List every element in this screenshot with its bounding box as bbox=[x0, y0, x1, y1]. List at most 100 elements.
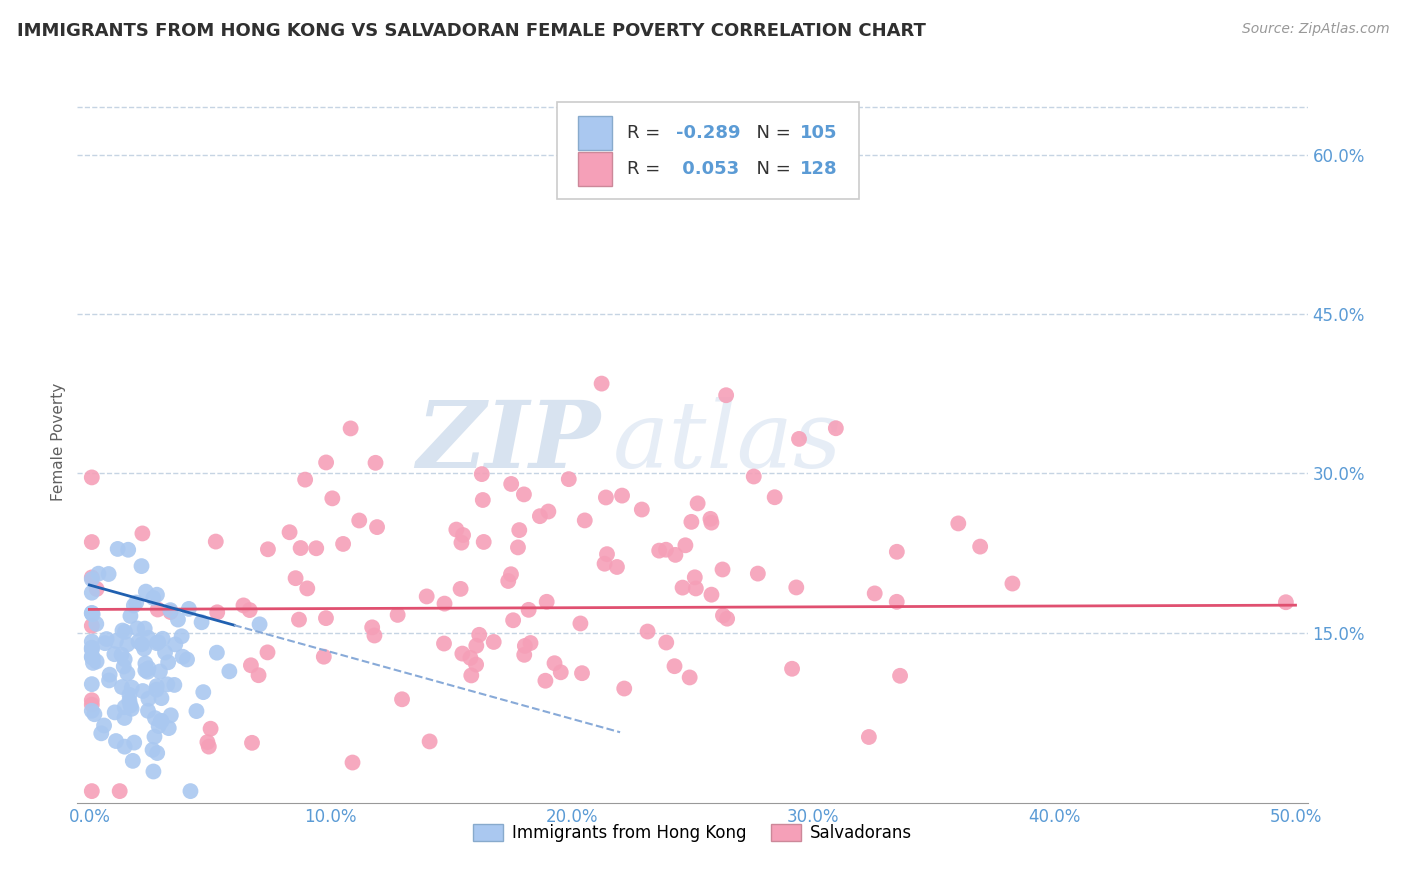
Salvadorans bbox=[506, 541, 529, 555]
Salvadorans bbox=[472, 535, 495, 549]
Salvadorans bbox=[451, 528, 474, 542]
Immigrants from Hong Kong bbox=[112, 659, 135, 673]
Salvadorans bbox=[86, 582, 108, 596]
Immigrants from Hong Kong bbox=[82, 650, 104, 665]
Immigrants from Hong Kong bbox=[134, 641, 156, 656]
Immigrants from Hong Kong bbox=[159, 603, 181, 617]
Salvadorans bbox=[747, 566, 769, 581]
Immigrants from Hong Kong bbox=[121, 681, 143, 695]
Text: Source: ZipAtlas.com: Source: ZipAtlas.com bbox=[1241, 22, 1389, 37]
Immigrants from Hong Kong bbox=[117, 542, 139, 557]
Text: N =: N = bbox=[745, 161, 797, 178]
Salvadorans bbox=[613, 681, 636, 696]
Salvadorans bbox=[312, 649, 335, 664]
Salvadorans bbox=[205, 605, 228, 619]
Immigrants from Hong Kong bbox=[190, 615, 212, 630]
Salvadorans bbox=[529, 509, 551, 524]
Salvadorans bbox=[433, 636, 456, 650]
Salvadorans bbox=[637, 624, 659, 639]
Immigrants from Hong Kong bbox=[122, 736, 145, 750]
Salvadorans bbox=[593, 557, 616, 571]
Salvadorans bbox=[655, 542, 678, 557]
Salvadorans bbox=[716, 612, 738, 626]
Immigrants from Hong Kong bbox=[218, 665, 240, 679]
Salvadorans bbox=[700, 516, 723, 530]
Immigrants from Hong Kong bbox=[105, 734, 128, 748]
Immigrants from Hong Kong bbox=[170, 629, 193, 643]
Salvadorans bbox=[513, 648, 536, 662]
Legend: Immigrants from Hong Kong, Salvadorans: Immigrants from Hong Kong, Salvadorans bbox=[467, 817, 918, 848]
Immigrants from Hong Kong bbox=[98, 673, 121, 688]
Salvadorans bbox=[460, 668, 482, 682]
Immigrants from Hong Kong bbox=[157, 655, 180, 669]
Salvadorans bbox=[450, 582, 472, 596]
Text: 105: 105 bbox=[800, 124, 837, 142]
Immigrants from Hong Kong bbox=[125, 595, 148, 609]
Immigrants from Hong Kong bbox=[120, 698, 142, 713]
Immigrants from Hong Kong bbox=[132, 684, 155, 698]
Salvadorans bbox=[863, 586, 886, 600]
Salvadorans bbox=[200, 722, 222, 736]
Immigrants from Hong Kong bbox=[93, 718, 115, 732]
Immigrants from Hong Kong bbox=[136, 631, 159, 645]
Immigrants from Hong Kong bbox=[146, 635, 169, 649]
Salvadorans bbox=[700, 588, 723, 602]
Salvadorans bbox=[471, 467, 494, 482]
Text: R =: R = bbox=[627, 161, 666, 178]
Immigrants from Hong Kong bbox=[179, 784, 201, 798]
Salvadorans bbox=[239, 603, 262, 617]
Salvadorans bbox=[671, 581, 693, 595]
Immigrants from Hong Kong bbox=[96, 632, 118, 646]
Salvadorans bbox=[80, 698, 103, 712]
Salvadorans bbox=[465, 639, 488, 653]
Immigrants from Hong Kong bbox=[136, 665, 159, 679]
Salvadorans bbox=[315, 455, 337, 469]
Salvadorans bbox=[363, 628, 385, 642]
Immigrants from Hong Kong bbox=[172, 649, 194, 664]
Salvadorans bbox=[596, 547, 619, 561]
Immigrants from Hong Kong bbox=[107, 541, 129, 556]
Salvadorans bbox=[571, 666, 593, 681]
Salvadorans bbox=[1275, 595, 1298, 609]
FancyBboxPatch shape bbox=[557, 102, 859, 200]
Immigrants from Hong Kong bbox=[80, 640, 103, 655]
Immigrants from Hong Kong bbox=[80, 572, 103, 586]
Immigrants from Hong Kong bbox=[122, 599, 145, 613]
Salvadorans bbox=[685, 582, 707, 596]
Immigrants from Hong Kong bbox=[142, 591, 165, 605]
Immigrants from Hong Kong bbox=[114, 652, 136, 666]
Immigrants from Hong Kong bbox=[142, 743, 165, 757]
Salvadorans bbox=[948, 516, 970, 531]
Bar bbox=[578, 116, 613, 151]
Immigrants from Hong Kong bbox=[121, 702, 143, 716]
Salvadorans bbox=[247, 668, 270, 682]
Salvadorans bbox=[256, 645, 278, 659]
Immigrants from Hong Kong bbox=[120, 609, 142, 624]
Immigrants from Hong Kong bbox=[138, 691, 160, 706]
Salvadorans bbox=[232, 599, 254, 613]
Salvadorans bbox=[297, 582, 319, 596]
Immigrants from Hong Kong bbox=[153, 645, 176, 659]
Text: -0.289: -0.289 bbox=[676, 124, 741, 142]
Immigrants from Hong Kong bbox=[146, 746, 169, 760]
Salvadorans bbox=[969, 540, 991, 554]
Salvadorans bbox=[146, 602, 169, 616]
Immigrants from Hong Kong bbox=[156, 677, 179, 691]
Salvadorans bbox=[197, 739, 219, 754]
Salvadorans bbox=[519, 636, 541, 650]
Salvadorans bbox=[673, 538, 696, 552]
Salvadorans bbox=[349, 514, 371, 528]
Immigrants from Hong Kong bbox=[117, 666, 139, 681]
Immigrants from Hong Kong bbox=[97, 567, 120, 582]
Immigrants from Hong Kong bbox=[98, 667, 121, 681]
Immigrants from Hong Kong bbox=[118, 694, 141, 708]
Immigrants from Hong Kong bbox=[145, 682, 167, 697]
Salvadorans bbox=[681, 515, 703, 529]
Salvadorans bbox=[239, 658, 262, 673]
Salvadorans bbox=[664, 659, 686, 673]
Immigrants from Hong Kong bbox=[117, 637, 139, 651]
Salvadorans bbox=[534, 673, 557, 688]
Salvadorans bbox=[332, 537, 354, 551]
Immigrants from Hong Kong bbox=[121, 754, 143, 768]
Salvadorans bbox=[502, 613, 524, 627]
